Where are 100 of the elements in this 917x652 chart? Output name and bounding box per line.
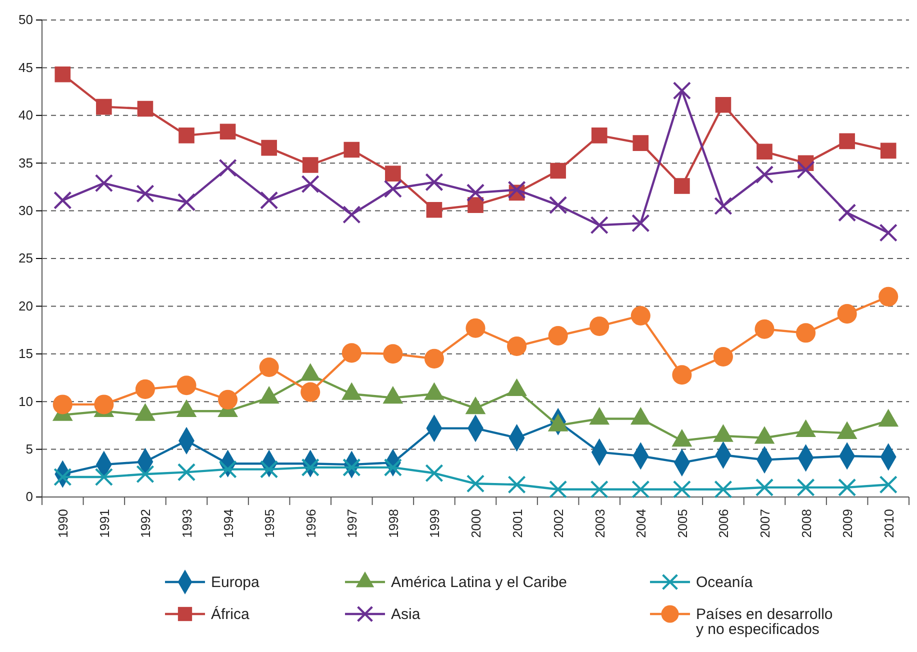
point	[177, 193, 196, 212]
y-tick-label: 15	[18, 346, 33, 362]
x-tick-label: 1999	[427, 509, 442, 538]
point	[548, 480, 568, 498]
y-tick-label: 0	[26, 489, 33, 504]
point	[713, 347, 733, 367]
point	[756, 144, 772, 160]
point	[796, 478, 815, 497]
point	[135, 379, 155, 399]
x-tick-label: 1995	[262, 509, 278, 538]
point	[260, 191, 278, 210]
y-tick-label: 20	[18, 298, 33, 314]
point	[672, 365, 692, 385]
point	[52, 394, 72, 414]
x-tick-label: 2004	[634, 509, 649, 538]
point	[342, 343, 362, 363]
point	[300, 382, 320, 402]
point	[838, 478, 856, 497]
x-tick-label: 1993	[180, 509, 194, 538]
point	[54, 468, 72, 486]
point	[136, 465, 154, 484]
y-tick-label: 30	[18, 202, 33, 218]
point	[220, 124, 236, 140]
x-tick-label: 2002	[551, 509, 566, 538]
point	[508, 476, 526, 494]
point	[301, 458, 320, 477]
point	[137, 100, 154, 117]
point	[260, 460, 278, 478]
point	[839, 133, 855, 150]
point	[590, 316, 610, 336]
point	[796, 160, 815, 179]
y-tick-label: 50	[18, 12, 33, 28]
point	[838, 204, 856, 222]
x-tick-label: 2007	[758, 509, 772, 538]
point	[96, 98, 112, 115]
point	[384, 180, 402, 198]
point	[672, 81, 692, 100]
y-tick-label: 25	[18, 250, 33, 266]
point	[178, 128, 194, 144]
point	[218, 390, 238, 410]
point	[302, 157, 318, 173]
point	[632, 214, 650, 232]
point	[466, 318, 486, 338]
x-tick-label: 2010	[881, 509, 896, 538]
x-tick-label: 1994	[220, 509, 236, 538]
point	[879, 476, 898, 494]
x-tick-label: 1990	[56, 509, 71, 538]
point	[715, 97, 732, 113]
x-tick-label: 2001	[510, 509, 525, 538]
x-tick-label: 1992	[138, 509, 154, 538]
x-tick-label: 1997	[344, 509, 360, 538]
x-tick-label: 2008	[798, 509, 814, 538]
point	[548, 196, 568, 214]
point	[342, 206, 361, 224]
x-tick-label: 2009	[840, 509, 856, 538]
point	[550, 162, 566, 179]
point	[591, 128, 608, 144]
point	[714, 196, 732, 216]
point	[218, 460, 237, 478]
point	[384, 458, 402, 477]
legend-label: África	[211, 605, 250, 623]
point	[590, 216, 608, 234]
x-tick-label: 1996	[303, 509, 318, 538]
y-tick-label: 45	[18, 60, 33, 75]
point	[342, 458, 361, 477]
point	[177, 463, 196, 482]
point	[94, 468, 114, 486]
point	[632, 480, 650, 498]
legend-label: Europa	[211, 574, 260, 591]
point	[507, 336, 527, 356]
point	[259, 358, 279, 378]
point	[468, 197, 484, 213]
point	[385, 166, 401, 182]
point	[755, 478, 774, 497]
point	[878, 286, 898, 306]
point	[176, 376, 196, 396]
x-tick-label: 2005	[674, 509, 690, 538]
point	[548, 326, 568, 346]
x-tick-label: 1998	[386, 509, 401, 538]
x-tick-label: 2003	[592, 509, 608, 538]
point	[466, 474, 485, 493]
point	[714, 480, 732, 498]
y-tick-label: 35	[18, 155, 33, 170]
point	[879, 224, 898, 242]
point	[754, 319, 774, 339]
point	[674, 178, 690, 194]
point	[425, 464, 444, 482]
point	[383, 344, 403, 364]
point	[466, 184, 485, 202]
y-tick-label: 5	[26, 441, 33, 456]
point	[672, 480, 692, 498]
legend-label: Oceanía	[696, 574, 754, 591]
x-tick-label: 1991	[96, 509, 112, 538]
point	[301, 174, 320, 194]
point	[632, 135, 649, 151]
y-tick-label: 10	[18, 394, 33, 409]
point	[424, 348, 444, 368]
legend-label: Países en desarrollo y no especificados	[696, 606, 833, 638]
point	[425, 173, 444, 192]
point	[218, 158, 237, 177]
